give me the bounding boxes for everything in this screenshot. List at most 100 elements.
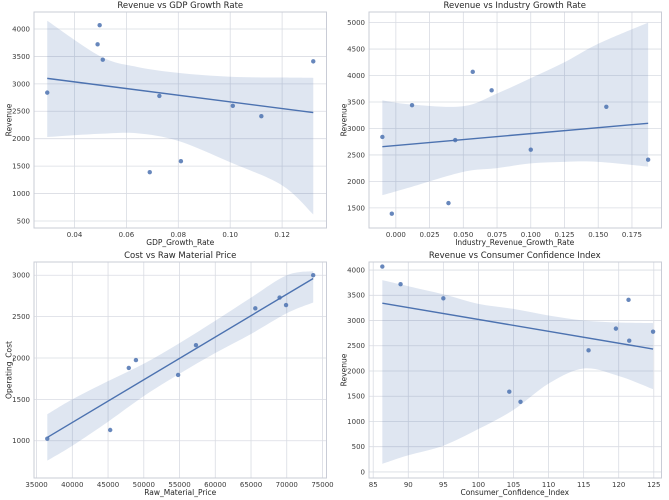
- y-tick-label: 2000: [347, 367, 365, 375]
- axes-spines: [33, 11, 327, 229]
- scatter-point: [100, 57, 105, 62]
- y-tick-label: 2500: [12, 313, 30, 321]
- grid: [368, 262, 661, 478]
- y-tick-label: 1500: [347, 204, 365, 212]
- scatter-point: [311, 273, 316, 278]
- x-tick-label: 125: [647, 481, 660, 489]
- regression-line: [381, 122, 648, 148]
- scatter-point: [528, 147, 533, 152]
- y-tick-label: 1500: [347, 393, 365, 401]
- scatter-point: [283, 302, 289, 308]
- x-tick-label: 0.025: [419, 231, 439, 239]
- x-tick-label: 0.125: [554, 231, 574, 239]
- x-tick-label: 0.06: [119, 231, 135, 239]
- x-tick-label: 0.08: [171, 231, 187, 239]
- x-tick-label: 0.12: [274, 231, 290, 239]
- y-tick-label: 2000: [12, 135, 30, 143]
- scatter-point: [230, 103, 236, 108]
- x-tick-label: 60000: [204, 481, 226, 489]
- scatter-point: [626, 338, 631, 343]
- axes-spines: [368, 11, 662, 229]
- x-tick-label: 0.050: [453, 231, 473, 239]
- scatter-point: [440, 296, 446, 301]
- scatter-point: [603, 104, 609, 109]
- confidence-band: [381, 280, 653, 464]
- x-tick-label: 45000: [97, 481, 119, 489]
- scatter-point: [517, 399, 523, 404]
- x-tick-label: 0.150: [588, 231, 608, 239]
- y-tick-label: 3500: [347, 292, 365, 300]
- x-tick-label: 90: [403, 481, 412, 489]
- x-tick-label: 105: [506, 481, 519, 489]
- y-tick-label: 500: [351, 443, 364, 451]
- confidence-band: [47, 20, 314, 215]
- x-axis-label: Consumer_Confidence_Index: [460, 488, 570, 497]
- subplot-revenue-vs-gdp-growth: Revenue vs GDP Growth Rate Revenue 0.04 0…: [0, 0, 335, 250]
- x-axis-label: Raw_Material_Price: [144, 488, 217, 497]
- x-tick-label: 110: [541, 481, 554, 489]
- scatter-point: [95, 42, 100, 47]
- x-tick-label: 35000: [25, 481, 47, 489]
- scatter-point: [259, 114, 264, 119]
- tick-labels: 85 90 95 100 105 110 115 120 125 0 500 1000 1500 2000…: [347, 266, 660, 489]
- x-tick-label: 95: [438, 481, 447, 489]
- y-tick-label: 3500: [12, 53, 30, 61]
- scatter-points: [379, 264, 655, 404]
- x-tick-label: 55000: [168, 481, 190, 489]
- scatter-point: [613, 326, 618, 331]
- y-tick-label: 4000: [347, 266, 365, 274]
- scatter-points: [45, 22, 316, 175]
- scatter-point: [379, 264, 385, 269]
- y-tick-label: 1500: [12, 163, 30, 171]
- tick-labels: 0.04 0.06 0.08 0.10 0.12 500 1000 1500 2000 2500 3…: [12, 25, 290, 239]
- x-tick-label: 70000: [276, 481, 298, 489]
- y-tick-label: 5000: [347, 19, 365, 27]
- regression-line: [46, 277, 314, 439]
- chart-title: Revenue vs GDP Growth Rate: [117, 1, 244, 11]
- x-tick-label: 0.100: [520, 231, 540, 239]
- x-tick-label: 85: [368, 481, 377, 489]
- y-tick-label: 1000: [12, 437, 30, 445]
- y-tick-label: 2000: [12, 354, 30, 362]
- x-tick-label: 0.175: [621, 231, 641, 239]
- regression-line: [381, 302, 653, 350]
- grid: [34, 12, 327, 228]
- chart-title: Revenue vs Industry Growth Rate: [443, 1, 586, 11]
- tick-labels: 0.000 0.025 0.050 0.075 0.100 0.125 0.150 0.175…: [347, 19, 642, 239]
- y-tick-label: 1000: [12, 190, 30, 198]
- axes-spines: [368, 261, 662, 479]
- y-tick-label: 4000: [347, 72, 365, 80]
- y-tick-label: 4000: [12, 25, 30, 33]
- tick-labels: 35000 40000 45000 50000 55000 60000 65000 70000…: [12, 272, 333, 489]
- grid: [368, 12, 661, 228]
- subplot-revenue-vs-consumer-confidence: Revenue vs Consumer Confidence Index Rev…: [335, 250, 669, 500]
- scatter-point: [107, 427, 113, 433]
- confidence-band: [47, 271, 314, 461]
- scatter-point: [45, 90, 50, 95]
- scatter-point: [650, 329, 655, 334]
- confidence-band: [381, 22, 648, 196]
- x-tick-label: 115: [576, 481, 589, 489]
- chart-title: Cost vs Raw Material Price: [124, 251, 237, 261]
- x-tick-label: 0.000: [385, 231, 405, 239]
- x-tick-label: 0.04: [67, 231, 83, 239]
- x-tick-label: 0.075: [487, 231, 507, 239]
- scatter-point: [445, 200, 451, 206]
- x-tick-label: 75000: [311, 481, 333, 489]
- chart-canvas: 85 90 95 100 105 110 115 120 125 0 500 1000 1500 2000…: [347, 261, 662, 489]
- y-tick-label: 1500: [12, 396, 30, 404]
- x-tick-label: 100: [471, 481, 484, 489]
- scatter-point: [157, 93, 162, 99]
- scatter-point: [147, 169, 152, 175]
- scatter-point: [409, 102, 414, 108]
- scatter-point: [470, 69, 475, 75]
- scatter-point: [625, 297, 631, 303]
- chart-canvas: 0.000 0.025 0.050 0.075 0.100 0.125 0.150 0.175…: [347, 11, 662, 239]
- subplot-revenue-vs-industry-growth: Revenue vs Industry Growth Rate Revenue …: [335, 0, 669, 250]
- scatter-point: [488, 88, 494, 93]
- y-tick-label: 4500: [347, 45, 365, 53]
- x-axis-label: Industry_Revenue_Growth_Rate: [455, 238, 575, 247]
- scatter-point: [126, 365, 131, 371]
- scatter-point: [97, 22, 102, 28]
